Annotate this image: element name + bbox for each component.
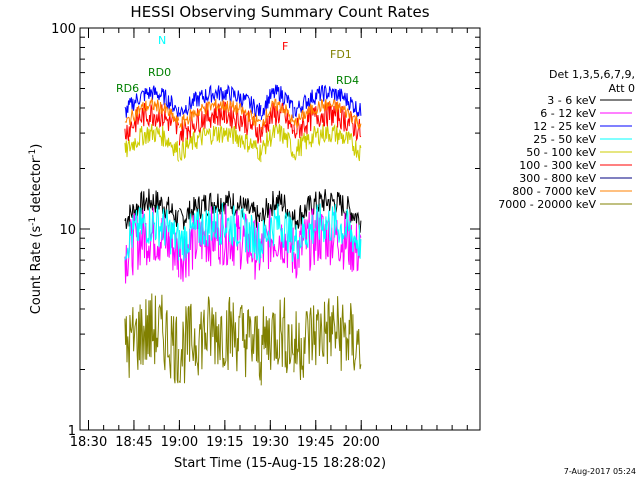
series-line — [293, 100, 362, 142]
annotation-label: RD6 — [116, 82, 139, 95]
series-line — [124, 188, 180, 229]
series-line — [124, 85, 180, 119]
annotation-label: RD0 — [148, 66, 171, 79]
x-axis-label: Start Time (15-Aug-15 18:28:02) — [174, 456, 386, 471]
footer-timestamp: 7-Aug-2017 05:24 — [564, 467, 636, 476]
x-tick-label: 19:45 — [297, 435, 334, 450]
y-axis-label: Count Rate (s-1 detector-1) — [28, 144, 44, 315]
chart-title: HESSI Observing Summary Count Rates — [130, 3, 429, 21]
legend-label: 6 - 12 keV — [540, 107, 596, 120]
series-line — [178, 296, 262, 384]
series-line — [293, 84, 362, 118]
series-line — [260, 203, 294, 262]
x-axis: 18:30 18:45 19:00 19:15 19:30 19:45 20:00 — [70, 28, 468, 450]
y-tick-label: 10 — [59, 223, 76, 238]
x-tick-label: 19:15 — [206, 435, 243, 450]
series-line — [178, 101, 262, 146]
series-line — [178, 84, 262, 117]
annotation-label: FD1 — [330, 48, 352, 61]
x-tick-label: 18:45 — [115, 435, 152, 450]
legend-label: 100 - 300 keV — [519, 159, 596, 172]
legend-label: 50 - 100 keV — [526, 146, 596, 159]
series-line — [293, 203, 362, 260]
series-line — [260, 98, 294, 131]
series-line — [124, 96, 180, 126]
series-line — [124, 205, 180, 261]
series-line — [124, 124, 180, 162]
series-line — [260, 124, 294, 159]
series-line — [124, 293, 180, 384]
x-tick-label: 18:30 — [70, 435, 107, 450]
legend-label: 25 - 50 keV — [533, 133, 596, 146]
series-line — [293, 296, 362, 381]
x-tick-label: 19:00 — [161, 435, 198, 450]
legend-label: 300 - 800 keV — [519, 172, 596, 185]
series-line — [293, 98, 362, 130]
legend-header-2: Att 0 — [609, 82, 635, 95]
series-line — [260, 297, 294, 386]
annotation-label: F — [282, 40, 288, 53]
x-tick-label: 20:00 — [342, 435, 379, 450]
annotation-label: RD4 — [336, 74, 359, 87]
series-line — [261, 190, 294, 229]
series-line — [178, 124, 262, 163]
legend-header: Det 1,3,5,6,7,9, — [549, 68, 635, 81]
y-axis: 1 10 100 — [51, 22, 480, 439]
series-line — [293, 189, 362, 233]
legend-label: 12 - 25 keV — [533, 120, 596, 133]
legend-label: 3 - 6 keV — [547, 94, 596, 107]
legend-label: 800 - 7000 keV — [512, 185, 596, 198]
series-line — [260, 84, 294, 121]
series-line — [293, 207, 362, 279]
x-tick-label: 19:30 — [252, 435, 289, 450]
y-tick-label: 100 — [51, 22, 76, 37]
annotation-label: N — [158, 34, 166, 47]
legend-label: 7000 - 20000 keV — [498, 198, 596, 211]
y-tick-label: 1 — [68, 424, 76, 439]
series-line — [178, 202, 262, 264]
series-line — [178, 204, 262, 282]
series-line — [178, 98, 262, 130]
